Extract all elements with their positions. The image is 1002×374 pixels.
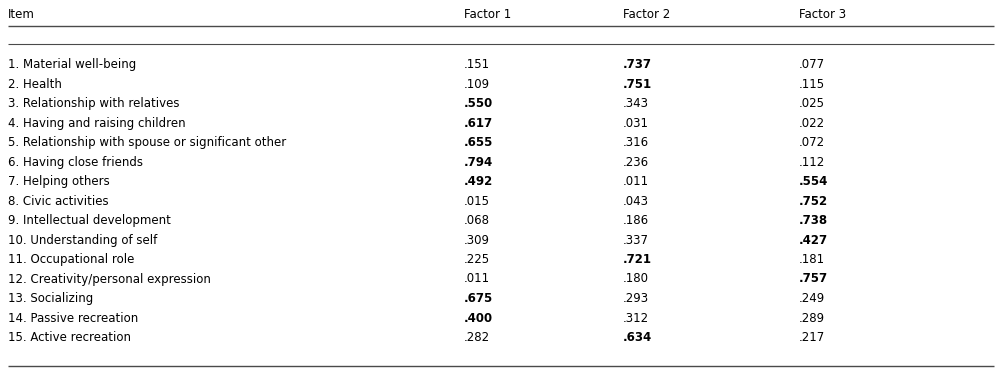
- Text: .072: .072: [799, 136, 825, 149]
- Text: .043: .043: [623, 194, 649, 208]
- Text: 11. Occupational role: 11. Occupational role: [8, 253, 134, 266]
- Text: .751: .751: [623, 77, 652, 91]
- Text: .427: .427: [799, 233, 828, 246]
- Text: .225: .225: [464, 253, 490, 266]
- Text: .115: .115: [799, 77, 825, 91]
- Text: .077: .077: [799, 58, 825, 71]
- Text: 7. Helping others: 7. Helping others: [8, 175, 110, 188]
- Text: .309: .309: [464, 233, 490, 246]
- Text: .492: .492: [464, 175, 493, 188]
- Text: .068: .068: [464, 214, 490, 227]
- Text: .112: .112: [799, 156, 825, 169]
- Text: .181: .181: [799, 253, 825, 266]
- Text: .025: .025: [799, 97, 825, 110]
- Text: .554: .554: [799, 175, 828, 188]
- Text: .400: .400: [464, 312, 493, 325]
- Text: .109: .109: [464, 77, 490, 91]
- Text: .316: .316: [623, 136, 649, 149]
- Text: .617: .617: [464, 116, 493, 129]
- Text: .022: .022: [799, 116, 825, 129]
- Text: .249: .249: [799, 292, 825, 305]
- Text: 2. Health: 2. Health: [8, 77, 62, 91]
- Text: .217: .217: [799, 331, 825, 344]
- Text: .675: .675: [464, 292, 493, 305]
- Text: .011: .011: [464, 273, 490, 285]
- Text: .794: .794: [464, 156, 493, 169]
- Text: .721: .721: [623, 253, 652, 266]
- Text: .752: .752: [799, 194, 828, 208]
- Text: 8. Civic activities: 8. Civic activities: [8, 194, 108, 208]
- Text: .236: .236: [623, 156, 649, 169]
- Text: .011: .011: [623, 175, 649, 188]
- Text: 3. Relationship with relatives: 3. Relationship with relatives: [8, 97, 179, 110]
- Text: .757: .757: [799, 273, 828, 285]
- Text: 4. Having and raising children: 4. Having and raising children: [8, 116, 185, 129]
- Text: Factor 3: Factor 3: [799, 8, 846, 21]
- Text: .655: .655: [464, 136, 493, 149]
- Text: .180: .180: [623, 273, 649, 285]
- Text: .634: .634: [623, 331, 652, 344]
- Text: 10. Understanding of self: 10. Understanding of self: [8, 233, 157, 246]
- Text: .186: .186: [623, 214, 649, 227]
- Text: .031: .031: [623, 116, 649, 129]
- Text: .343: .343: [623, 97, 649, 110]
- Text: 12. Creativity/personal expression: 12. Creativity/personal expression: [8, 273, 210, 285]
- Text: .293: .293: [623, 292, 649, 305]
- Text: Item: Item: [8, 8, 35, 21]
- Text: 6. Having close friends: 6. Having close friends: [8, 156, 143, 169]
- Text: .151: .151: [464, 58, 490, 71]
- Text: .550: .550: [464, 97, 493, 110]
- Text: 1. Material well-being: 1. Material well-being: [8, 58, 136, 71]
- Text: Factor 1: Factor 1: [464, 8, 511, 21]
- Text: .289: .289: [799, 312, 825, 325]
- Text: .738: .738: [799, 214, 828, 227]
- Text: .337: .337: [623, 233, 649, 246]
- Text: 9. Intellectual development: 9. Intellectual development: [8, 214, 171, 227]
- Text: 14. Passive recreation: 14. Passive recreation: [8, 312, 138, 325]
- Text: .282: .282: [464, 331, 490, 344]
- Text: .312: .312: [623, 312, 649, 325]
- Text: 15. Active recreation: 15. Active recreation: [8, 331, 131, 344]
- Text: .737: .737: [623, 58, 652, 71]
- Text: Factor 2: Factor 2: [623, 8, 670, 21]
- Text: 5. Relationship with spouse or significant other: 5. Relationship with spouse or significa…: [8, 136, 287, 149]
- Text: .015: .015: [464, 194, 490, 208]
- Text: 13. Socializing: 13. Socializing: [8, 292, 93, 305]
